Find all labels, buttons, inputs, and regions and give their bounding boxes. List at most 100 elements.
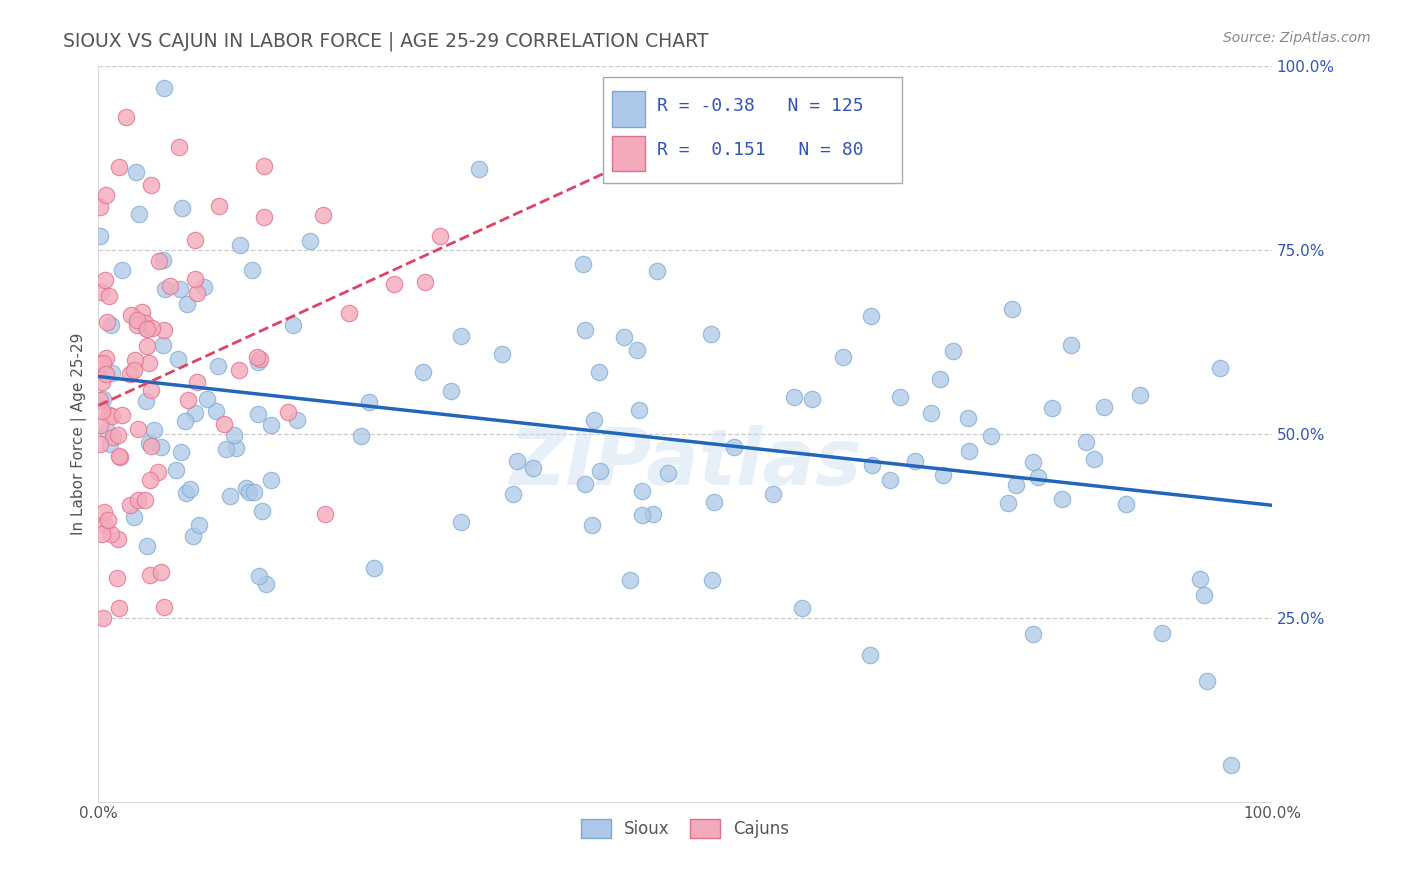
Point [889, 390, 911, 404]
Point [1115, 497, 1137, 511]
Point [172, 201, 194, 215]
Point [285, 413, 308, 427]
Point [93, 505, 115, 519]
Point [100, 526, 122, 541]
Point [96, 367, 118, 381]
Point [314, 507, 336, 521]
Point [94, 518, 117, 533]
FancyBboxPatch shape [613, 91, 645, 127]
Point [931, 468, 953, 483]
Point [170, 445, 193, 459]
Point [783, 391, 806, 405]
Point [247, 569, 270, 583]
Point [792, 601, 814, 615]
Point [929, 372, 952, 386]
Point [1208, 360, 1230, 375]
Point [299, 234, 322, 248]
Point [980, 428, 1002, 442]
Point [152, 337, 174, 351]
Point [96, 188, 118, 202]
Point [153, 80, 176, 95]
Point [207, 359, 229, 373]
Point [135, 322, 157, 336]
Point [1074, 434, 1097, 449]
Point [860, 309, 883, 323]
Point [247, 407, 270, 421]
Point [382, 277, 405, 291]
Point [110, 408, 132, 422]
Point [1197, 674, 1219, 689]
Point [169, 282, 191, 296]
Point [127, 313, 149, 327]
Point [357, 395, 380, 409]
Point [219, 489, 242, 503]
Point [127, 492, 149, 507]
Point [135, 339, 157, 353]
Point [96, 314, 118, 328]
Point [107, 161, 129, 175]
Point [1083, 452, 1105, 467]
Point [212, 417, 235, 432]
Point [101, 409, 124, 423]
Point [90, 527, 112, 541]
Point [127, 318, 149, 332]
Point [139, 383, 162, 397]
Point [136, 539, 159, 553]
Point [153, 323, 176, 337]
Point [222, 428, 245, 442]
Point [645, 264, 668, 278]
Point [1026, 470, 1049, 484]
Text: R =  0.151   N = 80: R = 0.151 N = 80 [657, 141, 863, 160]
Point [1022, 455, 1045, 469]
Point [429, 228, 451, 243]
Text: Source: ZipAtlas.com: Source: ZipAtlas.com [1223, 31, 1371, 45]
Point [641, 507, 664, 521]
Point [1129, 388, 1152, 402]
Point [723, 440, 745, 454]
Point [98, 437, 121, 451]
Point [1050, 491, 1073, 506]
Point [108, 449, 131, 463]
Point [631, 483, 654, 498]
Point [252, 504, 274, 518]
Point [89, 417, 111, 432]
Point [281, 318, 304, 333]
Legend: Sioux, Cajuns: Sioux, Cajuns [574, 813, 796, 845]
Point [100, 318, 122, 332]
Point [89, 393, 111, 408]
Point [247, 355, 270, 369]
Point [800, 392, 823, 406]
Point [942, 343, 965, 358]
Point [127, 422, 149, 436]
Point [146, 465, 169, 479]
Point [1219, 757, 1241, 772]
Point [138, 436, 160, 450]
Point [107, 428, 129, 442]
Point [574, 477, 596, 491]
Point [139, 178, 162, 192]
Point [142, 423, 165, 437]
Point [91, 392, 114, 407]
Point [188, 518, 211, 533]
Point [337, 306, 360, 320]
Point [108, 601, 131, 615]
Point [253, 210, 276, 224]
Point [134, 316, 156, 330]
Point [246, 350, 269, 364]
Point [139, 474, 162, 488]
Point [155, 282, 177, 296]
Point [700, 573, 723, 587]
Point [468, 161, 491, 176]
Point [89, 200, 111, 214]
Point [167, 139, 190, 153]
Point [167, 351, 190, 366]
Point [957, 443, 980, 458]
Point [148, 253, 170, 268]
Point [215, 442, 238, 456]
Point [657, 467, 679, 481]
Point [173, 414, 195, 428]
Point [152, 599, 174, 614]
Point [277, 405, 299, 419]
Point [619, 573, 641, 587]
Point [700, 326, 723, 341]
